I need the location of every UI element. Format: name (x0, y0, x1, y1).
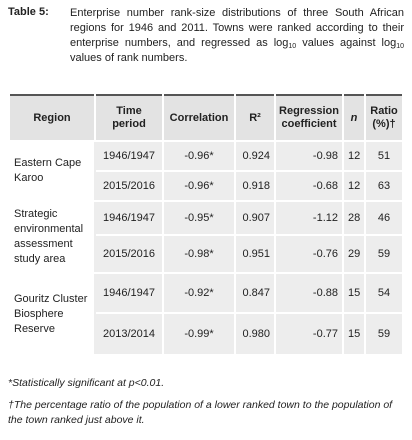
region-cell: Eastern Cape Karoo (8, 140, 96, 202)
table-cell: 51 (364, 140, 404, 172)
table-cell: -0.98* (162, 234, 236, 274)
table-cell: 2015/2016 (94, 170, 164, 202)
column-header: Ratio (%)† (364, 95, 404, 142)
table-cell: 0.951 (234, 234, 276, 274)
column-header: Regression coefficient (274, 95, 344, 142)
table-cell: 0.980 (234, 312, 276, 356)
table-cell: -0.99* (162, 312, 236, 356)
table-cell: 12 (342, 140, 366, 172)
table-cell: 1946/1947 (94, 200, 164, 236)
table-body: Eastern Cape Karoo 1946/1947 -0.96* 0.924 -0… (8, 140, 404, 356)
table-cell: 15 (342, 272, 366, 314)
column-header: R² (234, 95, 276, 142)
table-cell: -1.12 (274, 200, 344, 236)
table-row: Gouritz Cluster Biosphere Reserve 1946/19… (8, 272, 404, 356)
table-cell: 29 (342, 234, 366, 274)
column-header: n (342, 95, 366, 142)
table-cell: 12 (342, 170, 366, 202)
table-cell: -0.96* (162, 140, 236, 172)
footnotes: *Statistically significant at p<0.01. †T… (8, 376, 404, 435)
column-header: Time period (94, 95, 164, 142)
caption-sub: 10 (288, 43, 297, 50)
header-row: Region Time period Correlation R² Regression… (8, 95, 404, 142)
table-row: 2015/2016 -0.96* 0.918 -0.68 12 63 (9, 170, 404, 202)
column-header: Region (8, 95, 96, 142)
table-cell: -0.96* (162, 170, 236, 202)
table-cell: -0.77 (274, 312, 344, 356)
table-cell: 0.924 (234, 140, 276, 172)
caption-part: values against log (296, 37, 397, 49)
caption: Table 5: Enterprise number rank-size dis… (8, 6, 404, 66)
data-table: Region Time period Correlation R² Regression… (8, 94, 404, 356)
caption-text: Enterprise number rank-size distribution… (70, 6, 404, 66)
table-cell: 59 (364, 312, 404, 356)
table-cell: 0.918 (234, 170, 276, 202)
table-cell: 59 (364, 234, 404, 274)
caption-sub: 10 (396, 43, 404, 50)
table-row: Eastern Cape Karoo 1946/1947 -0.96* 0.924 -0… (8, 140, 404, 202)
table-cell: -0.88 (274, 272, 344, 314)
caption-label: Table 5: (8, 6, 49, 18)
footnote: *Statistically significant at p<0.01. (8, 377, 165, 389)
table-cell: 2015/2016 (94, 234, 164, 274)
table-row: 2013/2014 -0.99* 0.980 -0.77 15 59 (9, 312, 404, 356)
table-cell: 1946/1947 (94, 140, 164, 172)
table-row: 2015/2016 -0.98* 0.951 -0.76 29 59 (9, 234, 404, 274)
footnote: †The percentage ratio of the population … (8, 399, 393, 426)
table-cell: -0.98 (274, 140, 344, 172)
table-cell: 1946/1947 (94, 272, 164, 314)
table-cell: -0.95* (162, 200, 236, 236)
table-cell: 46 (364, 200, 404, 236)
table-cell: 54 (364, 272, 404, 314)
table-cell: 2013/2014 (94, 312, 164, 356)
caption-part: Enterprise number rank-size distribution… (70, 7, 404, 49)
table-cell: 0.907 (234, 200, 276, 236)
region-cell: Gouritz Cluster Biosphere Reserve (8, 272, 96, 356)
table-cell: 15 (342, 312, 366, 356)
table-cell: -0.76 (274, 234, 344, 274)
table-cell: 0.847 (234, 272, 276, 314)
table-row: Strategic environmental assessment study… (8, 200, 404, 274)
table-cell: -0.68 (274, 170, 344, 202)
table-cell: -0.92* (162, 272, 236, 314)
caption-part: values of rank numbers. (70, 52, 188, 64)
region-cell: Strategic environmental assessment study… (8, 200, 96, 274)
table-cell: 28 (342, 200, 366, 236)
table-cell: 63 (364, 170, 404, 202)
column-header: Correlation (162, 95, 236, 142)
